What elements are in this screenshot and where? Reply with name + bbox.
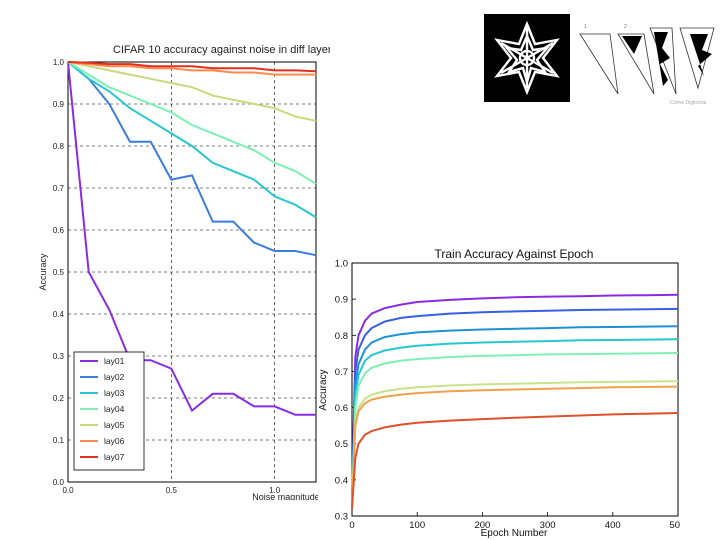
main-chart-title: CIFAR 10 accuracy against noise in diff … <box>113 44 330 56</box>
inset-x-tick-label: 0 <box>349 520 354 531</box>
svg-text:1: 1 <box>584 24 587 30</box>
main-legend: lay01 lay02 lay03 lay04 lay05 lay06 lay07 <box>73 351 145 471</box>
inset-y-tick-label: 0.5 <box>335 439 348 450</box>
main-y-axis-label: Accuracy <box>38 253 48 291</box>
inset-y-tick-label: 0.9 <box>335 295 348 306</box>
main-legend-label: lay07 <box>104 452 125 462</box>
inset-y-tick-label: 0.8 <box>335 331 348 342</box>
main-legend-box <box>73 351 145 471</box>
inset-series-line-3 <box>351 325 679 506</box>
inset-series-line-7 <box>351 385 679 506</box>
inset-x-tick-label: 50 <box>669 520 680 531</box>
snowflake-illustration: 1 2 Comic Digitomia <box>484 14 715 106</box>
paper-fold-step-4 <box>679 27 715 90</box>
main-x-tick-label: 0.0 <box>62 486 74 495</box>
paper-fold-step-2: 2 <box>617 24 655 95</box>
main-y-tick-label: 0.8 <box>53 142 65 151</box>
noise-accuracy-chart: CIFAR 10 accuracy against noise in diff … <box>38 44 330 500</box>
inset-x-tick-label: 400 <box>605 520 621 531</box>
inset-y-tick-label: 0.6 <box>335 403 348 414</box>
inset-y-ticks: 0.3 0.4 0.5 0.6 0.7 0.8 0.9 1.0 <box>335 259 356 523</box>
inset-y-axis-label: Accuracy <box>318 369 329 410</box>
inset-series-line-6 <box>351 380 679 506</box>
main-legend-label: lay04 <box>104 404 125 414</box>
inset-series <box>351 293 679 509</box>
main-y-tick-label: 0.9 <box>53 100 65 109</box>
inset-y-tick-label: 1.0 <box>335 259 348 270</box>
paper-fold-step-3 <box>649 27 677 95</box>
main-x-tick-label: 1.0 <box>269 486 281 495</box>
paper-fold-step-1: 1 <box>579 24 619 95</box>
inset-series-line-8 <box>351 412 679 509</box>
snowflake-icon <box>494 20 560 96</box>
main-grid <box>68 62 316 482</box>
main-y-tick-label: 0.7 <box>53 184 65 193</box>
main-series-line-lay04 <box>67 61 317 185</box>
inset-series-line-1 <box>351 293 679 498</box>
main-series-line-lay02 <box>67 61 317 257</box>
main-y-ticks: 0.0 0.1 0.2 0.3 0.4 0.5 0.6 0.7 0.8 0.9 1.0 <box>53 58 65 487</box>
svg-text:2: 2 <box>624 24 627 30</box>
main-y-tick-label: 0.3 <box>53 352 65 361</box>
main-legend-label: lay03 <box>104 388 125 398</box>
inset-x-axis-label: Epoch Number <box>481 528 548 539</box>
inset-y-tick-label: 0.3 <box>335 512 348 523</box>
main-y-tick-label: 0.1 <box>53 436 65 445</box>
inset-series-line-5 <box>351 352 679 506</box>
main-x-axis-label: Noise magnitude <box>252 492 320 500</box>
image-caption: Comic Digitomia <box>670 100 707 106</box>
epoch-accuracy-chart: Train Accuracy Against Epoch 0.30.40.50.… <box>318 238 704 540</box>
main-series-line-lay05 <box>67 61 317 122</box>
main-y-tick-label: 0.0 <box>53 478 65 487</box>
inset-x-tick-label: 300 <box>540 520 556 531</box>
main-series-line-lay01 <box>67 61 316 416</box>
inset-series-line-2 <box>351 307 679 502</box>
inset-y-tick-label: 0.7 <box>335 367 348 378</box>
main-series-line-lay03 <box>67 61 317 219</box>
main-y-tick-label: 0.2 <box>53 394 65 403</box>
main-y-tick-label: 0.6 <box>53 226 65 235</box>
main-x-ticks: 0.0 0.5 1.0 <box>62 486 280 495</box>
inset-series-line-4 <box>351 338 679 506</box>
main-y-tick-label: 0.4 <box>53 310 65 319</box>
main-legend-label: lay02 <box>104 372 125 382</box>
inset-y-tick-label: 0.4 <box>335 475 348 486</box>
main-y-tick-label: 1.0 <box>53 58 65 67</box>
inset-x-ticks: 0 100 200 300 400 50 <box>349 512 680 531</box>
main-series <box>67 61 317 416</box>
inset-x-tick-label: 200 <box>474 520 490 531</box>
main-series-line-lay06 <box>67 61 316 76</box>
inset-chart-title: Train Accuracy Against Epoch <box>435 247 594 261</box>
main-x-tick-label: 0.5 <box>166 486 178 495</box>
main-legend-label: lay06 <box>104 436 125 446</box>
inset-x-tick-label: 100 <box>409 520 425 531</box>
main-series-line-lay07 <box>67 61 317 73</box>
main-y-tick-label: 0.5 <box>53 268 65 277</box>
main-legend-label: lay05 <box>104 420 125 430</box>
main-legend-label: lay01 <box>104 356 125 366</box>
